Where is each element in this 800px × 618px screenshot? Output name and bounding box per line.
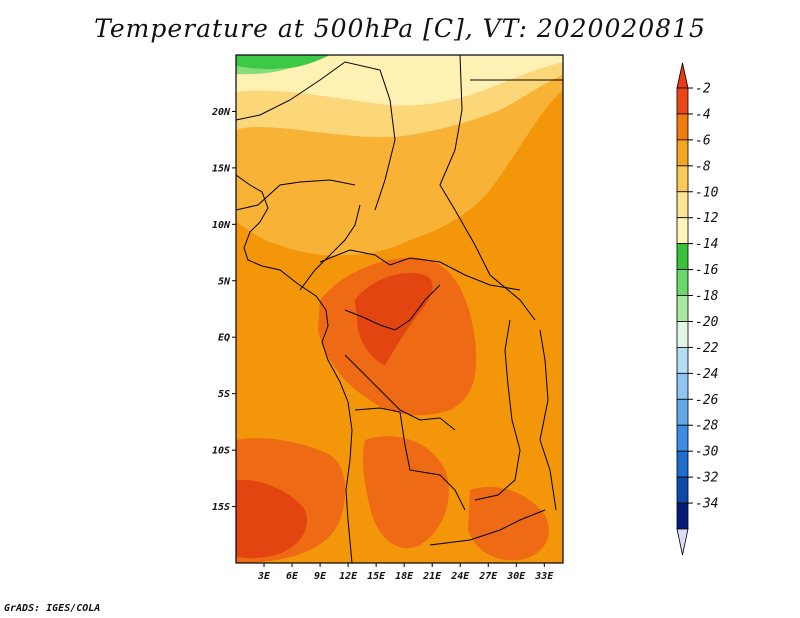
x-tick-label: 9E	[314, 571, 327, 582]
colorbar-label: -34	[695, 497, 718, 512]
border-sahel-north	[236, 61, 396, 211]
country-borders	[236, 55, 563, 563]
y-tick-label: 15S	[212, 502, 230, 513]
x-tick-label: 27E	[478, 571, 498, 582]
colorbar-swatch	[676, 398, 689, 426]
colorbar-label: -14	[695, 237, 718, 252]
y-tick-label: 10N	[212, 220, 231, 231]
border-drc-east	[474, 319, 521, 501]
y-tick-label: 15N	[212, 163, 231, 174]
colorbar-swatch	[676, 217, 689, 245]
colorbar-label: -24	[695, 367, 718, 382]
map-frame	[235, 54, 564, 564]
field-green-patch	[236, 55, 330, 70]
border-central-north	[439, 55, 536, 321]
colorbar-label: -22	[695, 341, 719, 356]
x-tick-label: 24E	[450, 571, 470, 582]
x-tick-label: 6E	[286, 571, 299, 582]
chart-title: Temperature at 500hPa [C], VT: 202002081…	[94, 14, 706, 43]
x-tick-label: 15E	[367, 571, 386, 582]
x-tick-label: 3E	[257, 571, 271, 582]
colorbar-swatch	[676, 424, 689, 452]
colorbar-label: -16	[695, 263, 719, 278]
colorbar-swatch	[676, 502, 689, 530]
field-deep-congo	[355, 272, 433, 365]
border-congo-river	[344, 284, 441, 331]
border-cameroon	[299, 204, 361, 291]
x-tick-label: 21E	[422, 571, 442, 582]
temperature-field	[236, 55, 563, 563]
colorbar-label: -32	[695, 471, 719, 486]
colorbar-label: -18	[695, 289, 719, 304]
coastline-west	[236, 174, 353, 563]
colorbar-label: -2	[695, 82, 711, 97]
colorbar-bottom-arrow	[676, 528, 689, 556]
border-zambia	[429, 509, 546, 546]
y-tick-label: 5S	[218, 389, 230, 400]
colorbar-label: -30	[695, 445, 719, 460]
y-tick-label: 20N	[211, 107, 231, 118]
y-tick-label: 10S	[212, 446, 230, 457]
colorbar-swatch	[676, 321, 689, 348]
colorbar-label: -12	[695, 211, 719, 226]
border-drc-angola	[354, 407, 466, 511]
colorbar-swatch	[676, 295, 689, 322]
x-tick-label: 18E	[395, 571, 414, 582]
x-tick-label: 12E	[339, 571, 358, 582]
colorbar-label: -6	[695, 133, 711, 148]
colorbar-label: -4	[695, 107, 711, 122]
colorbar-swatch	[676, 450, 689, 478]
colorbar-swatch	[676, 372, 689, 400]
field-deep-southwest	[236, 479, 307, 559]
border-east-lakes	[539, 329, 557, 511]
x-tick-label: 30E	[506, 571, 526, 582]
x-axis: 3E 6E 9E 12E 15E 18E 21E 24E 27E 30E 33E	[257, 563, 554, 582]
colorbar-swatch	[676, 347, 689, 374]
colorbar-label: -8	[695, 159, 711, 174]
colorbar: -2 -4 -6 -8 -10 -12 -14 -16 -18 -20 -22 -24 -26 -28 -3…	[676, 62, 719, 556]
field-lightgreen-edge	[236, 66, 290, 75]
field-warm-southeast	[468, 486, 549, 561]
colorbar-swatch	[676, 191, 689, 219]
y-axis: 20N 15N 10N 5N EQ 5S 10S 15S	[211, 107, 236, 513]
colorbar-swatch	[676, 87, 689, 115]
border-car	[319, 249, 521, 291]
x-tick-label: 33E	[534, 571, 554, 582]
colorbar-swatch	[676, 113, 689, 141]
colorbar-top-arrow	[676, 62, 689, 89]
border-nigeria	[236, 179, 356, 211]
border-drc-west	[344, 354, 456, 431]
colorbar-swatch	[676, 243, 689, 270]
credit-text: GrADS: IGES/COLA	[4, 603, 101, 614]
y-tick-label: EQ	[218, 333, 230, 344]
colorbar-swatch	[676, 165, 689, 193]
colorbar-swatch	[676, 139, 689, 167]
colorbar-label: -20	[695, 315, 719, 330]
y-tick-label: 5N	[218, 276, 231, 287]
colorbar-swatch	[676, 476, 689, 504]
field-north-cream-band	[236, 55, 563, 106]
field-warm-south-central	[362, 436, 449, 549]
colorbar-label: -26	[695, 393, 719, 408]
colorbar-label: -10	[695, 185, 719, 200]
colorbar-swatch	[676, 269, 689, 296]
colorbar-label: -28	[695, 419, 719, 434]
